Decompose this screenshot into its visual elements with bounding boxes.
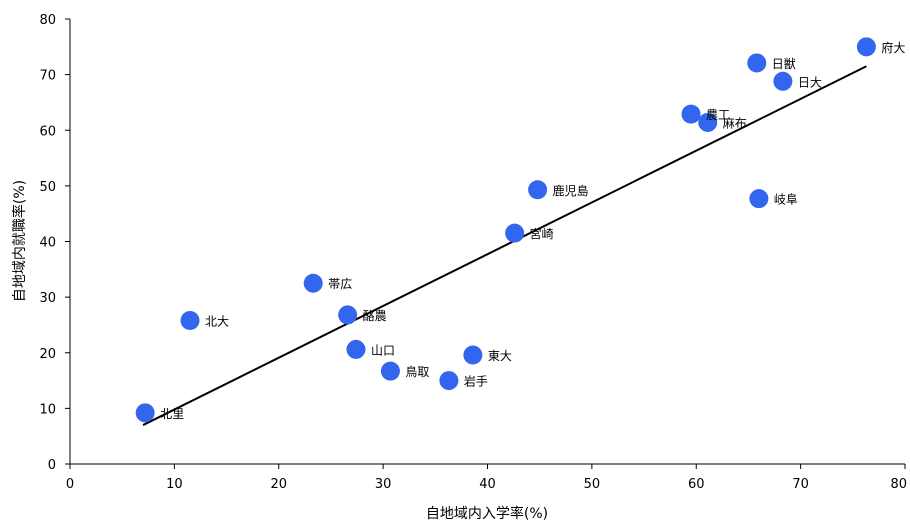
y-tick-label: 70	[39, 69, 56, 84]
x-tick-label: 0	[66, 477, 74, 492]
y-tick-label: 10	[39, 402, 56, 417]
x-tick-label: 10	[166, 477, 183, 492]
point-label: 北里	[160, 407, 184, 421]
y-tick-label: 30	[39, 291, 56, 306]
point-label: 岩手	[464, 374, 488, 389]
data-points	[135, 37, 876, 423]
x-axis-label: 自地域内入学率(%)	[426, 505, 548, 522]
x-tick-label: 20	[270, 477, 287, 492]
y-ticks: 0 10 20 30 40 50 60 70 80	[39, 13, 70, 473]
point-label: 帯広	[328, 277, 352, 291]
data-point	[135, 403, 155, 423]
x-ticks: 0 10 20 30 40 50 60 70 80	[66, 464, 907, 492]
y-tick-label: 60	[39, 124, 56, 139]
y-tick-label: 20	[39, 347, 56, 362]
x-tick-label: 80	[890, 477, 907, 492]
data-point	[346, 339, 366, 359]
point-label: 東大	[488, 349, 512, 363]
data-point	[463, 345, 483, 365]
x-tick-label: 60	[688, 477, 705, 492]
point-label: 鹿児島	[553, 183, 589, 198]
y-tick-label: 50	[39, 180, 56, 195]
x-tick-label: 40	[479, 477, 496, 492]
y-tick-label: 0	[48, 458, 56, 473]
point-label: 麻布	[723, 115, 747, 130]
data-point	[338, 305, 358, 325]
x-tick-label: 70	[792, 477, 809, 492]
data-point	[856, 37, 876, 57]
data-point	[747, 53, 767, 73]
data-point	[303, 273, 323, 293]
x-tick-label: 30	[375, 477, 392, 492]
data-point	[439, 371, 459, 391]
point-label: 府大	[881, 40, 905, 55]
data-point	[773, 71, 793, 91]
y-axis-label: 自地域内就職率(%)	[11, 180, 28, 302]
x-tick-label: 50	[584, 477, 601, 492]
data-point	[505, 223, 525, 243]
trendline	[142, 65, 867, 426]
data-point	[698, 112, 718, 132]
point-label: 日大	[798, 75, 822, 89]
data-point	[380, 361, 400, 381]
data-point	[681, 104, 701, 124]
point-label: 宮崎	[530, 226, 554, 241]
point-label: 酪農	[363, 308, 387, 323]
data-point	[749, 189, 769, 209]
point-label: 農工	[706, 108, 730, 122]
y-tick-label: 40	[39, 236, 56, 251]
point-label: 岐阜	[774, 193, 798, 207]
point-label: 山口	[371, 343, 395, 357]
point-label: 鳥取	[405, 364, 429, 379]
data-point	[528, 180, 548, 200]
y-tick-label: 80	[39, 13, 56, 28]
data-point	[180, 310, 200, 330]
point-label: 北大	[205, 314, 229, 328]
point-label: 日獣	[772, 57, 796, 71]
